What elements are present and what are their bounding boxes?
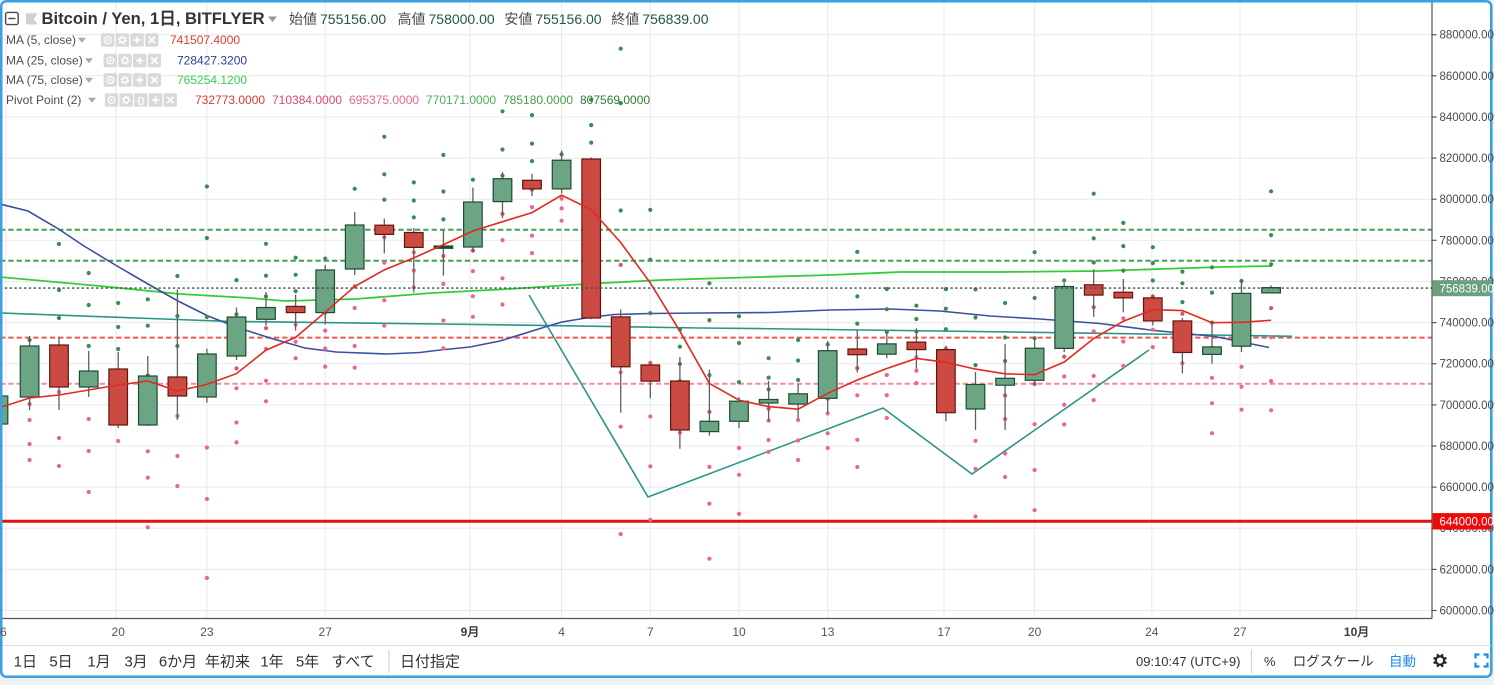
- svg-text:9月: 9月: [461, 625, 480, 639]
- svg-text:MA (25, close): MA (25, close): [6, 54, 83, 68]
- svg-text:23: 23: [200, 625, 214, 639]
- svg-text:27: 27: [319, 625, 333, 639]
- svg-text:{}: {}: [137, 95, 145, 106]
- svg-text:4: 4: [558, 625, 565, 639]
- svg-text:756839.00: 756839.00: [642, 11, 708, 27]
- svg-text:756839.00: 756839.00: [1440, 283, 1494, 295]
- svg-text:755156.00: 755156.00: [320, 11, 386, 27]
- svg-text:740000.00: 740000.00: [1440, 318, 1494, 330]
- svg-text:765254.1200: 765254.1200: [177, 73, 247, 87]
- svg-text:09:10:47 (UTC+9): 09:10:47 (UTC+9): [1136, 654, 1240, 669]
- svg-text:Bitcoin / Yen, 1日, BITFLYER: Bitcoin / Yen, 1日, BITFLYER: [42, 9, 265, 28]
- svg-text:20: 20: [112, 625, 126, 639]
- svg-text:20: 20: [1028, 625, 1042, 639]
- svg-text:860000.00: 860000.00: [1440, 71, 1494, 83]
- svg-text:27: 27: [1233, 625, 1247, 639]
- svg-text:741507.4000: 741507.4000: [170, 33, 240, 47]
- svg-text:安値: 安値: [504, 11, 532, 27]
- svg-text:10月: 10月: [1344, 625, 1369, 639]
- svg-text:732773.0000: 732773.0000: [195, 93, 265, 107]
- svg-text:6: 6: [0, 625, 7, 639]
- svg-text:820000.00: 820000.00: [1440, 153, 1494, 165]
- svg-text:10: 10: [732, 625, 746, 639]
- svg-text:770171.0000: 770171.0000: [426, 93, 496, 107]
- svg-text:MA (75, close): MA (75, close): [6, 73, 83, 87]
- svg-text:%: %: [1264, 654, 1276, 669]
- svg-text:695375.0000: 695375.0000: [349, 93, 419, 107]
- svg-text:1月: 1月: [87, 654, 110, 671]
- svg-text:6か月: 6か月: [159, 654, 197, 671]
- svg-text:5日: 5日: [49, 654, 72, 671]
- svg-text:720000.00: 720000.00: [1440, 359, 1494, 371]
- svg-text:1年: 1年: [260, 654, 283, 671]
- svg-text:自動: 自動: [1389, 654, 1416, 669]
- svg-text:1日: 1日: [14, 654, 37, 671]
- svg-text:年初来: 年初来: [205, 654, 250, 671]
- svg-text:880000.00: 880000.00: [1440, 30, 1494, 42]
- svg-text:24: 24: [1145, 625, 1159, 639]
- svg-text:755156.00: 755156.00: [535, 11, 601, 27]
- svg-text:600000.00: 600000.00: [1440, 606, 1494, 618]
- svg-text:807569.0000: 807569.0000: [580, 93, 650, 107]
- svg-text:ログスケール: ログスケール: [1293, 654, 1374, 669]
- svg-text:終値: 終値: [611, 11, 639, 27]
- svg-text:5年: 5年: [296, 654, 319, 671]
- svg-text:MA (5, close): MA (5, close): [6, 33, 76, 47]
- svg-text:680000.00: 680000.00: [1440, 441, 1494, 453]
- svg-text:800000.00: 800000.00: [1440, 194, 1494, 206]
- svg-text:Pivot Point (2): Pivot Point (2): [6, 93, 81, 107]
- svg-text:660000.00: 660000.00: [1440, 482, 1494, 494]
- svg-text:日付指定: 日付指定: [400, 654, 460, 671]
- svg-text:700000.00: 700000.00: [1440, 400, 1494, 412]
- svg-text:840000.00: 840000.00: [1440, 112, 1494, 124]
- svg-text:710384.0000: 710384.0000: [272, 93, 342, 107]
- svg-text:高値: 高値: [398, 11, 426, 27]
- svg-text:3月: 3月: [124, 654, 147, 671]
- svg-text:620000.00: 620000.00: [1440, 564, 1494, 576]
- svg-text:すべて: すべて: [331, 654, 374, 671]
- svg-text:780000.00: 780000.00: [1440, 235, 1494, 247]
- svg-text:17: 17: [937, 625, 951, 639]
- svg-text:7: 7: [647, 625, 654, 639]
- svg-text:644000.00: 644000.00: [1440, 517, 1494, 529]
- svg-text:始値: 始値: [289, 11, 317, 27]
- svg-text:785180.0000: 785180.0000: [503, 93, 573, 107]
- svg-text:728427.3200: 728427.3200: [177, 54, 247, 68]
- svg-text:13: 13: [821, 625, 835, 639]
- svg-text:758000.00: 758000.00: [429, 11, 495, 27]
